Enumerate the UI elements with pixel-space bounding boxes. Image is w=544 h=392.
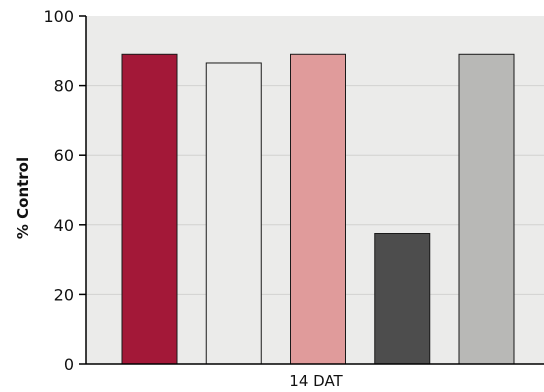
y-axis-ticks: 0 20 40 60 80 100 [43, 7, 86, 374]
y-tick-label: 80 [54, 77, 74, 96]
bar-1 [121, 53, 178, 365]
bar-3 [290, 53, 346, 365]
y-tick-label: 60 [54, 146, 74, 165]
y-axis-title: % Control [14, 157, 32, 239]
bars [121, 53, 515, 365]
bar-4 [374, 233, 431, 365]
y-tick-label: 40 [54, 216, 74, 235]
bar-2 [205, 62, 262, 365]
y-tick-label: 0 [64, 355, 74, 374]
bar-5 [458, 53, 515, 365]
x-category-label: 14 DAT [289, 372, 343, 390]
y-tick-label: 100 [43, 7, 74, 26]
y-tick-label: 20 [54, 285, 74, 304]
